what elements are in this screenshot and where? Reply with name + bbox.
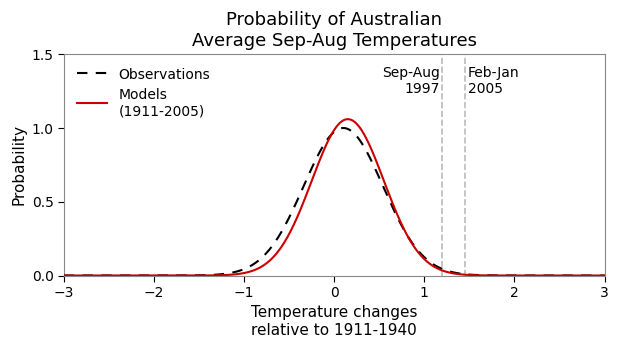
- Title: Probability of Australian
Average Sep-Aug Temperatures: Probability of Australian Average Sep-Au…: [192, 11, 477, 50]
- Legend: Observations, Models
(1911-2005): Observations, Models (1911-2005): [71, 61, 216, 124]
- Text: Sep-Aug
1997: Sep-Aug 1997: [382, 66, 440, 96]
- Y-axis label: Probability: Probability: [11, 124, 26, 205]
- Text: Feb-Jan
2005: Feb-Jan 2005: [467, 66, 519, 96]
- X-axis label: Temperature changes
relative to 1911-1940: Temperature changes relative to 1911-194…: [251, 305, 417, 338]
